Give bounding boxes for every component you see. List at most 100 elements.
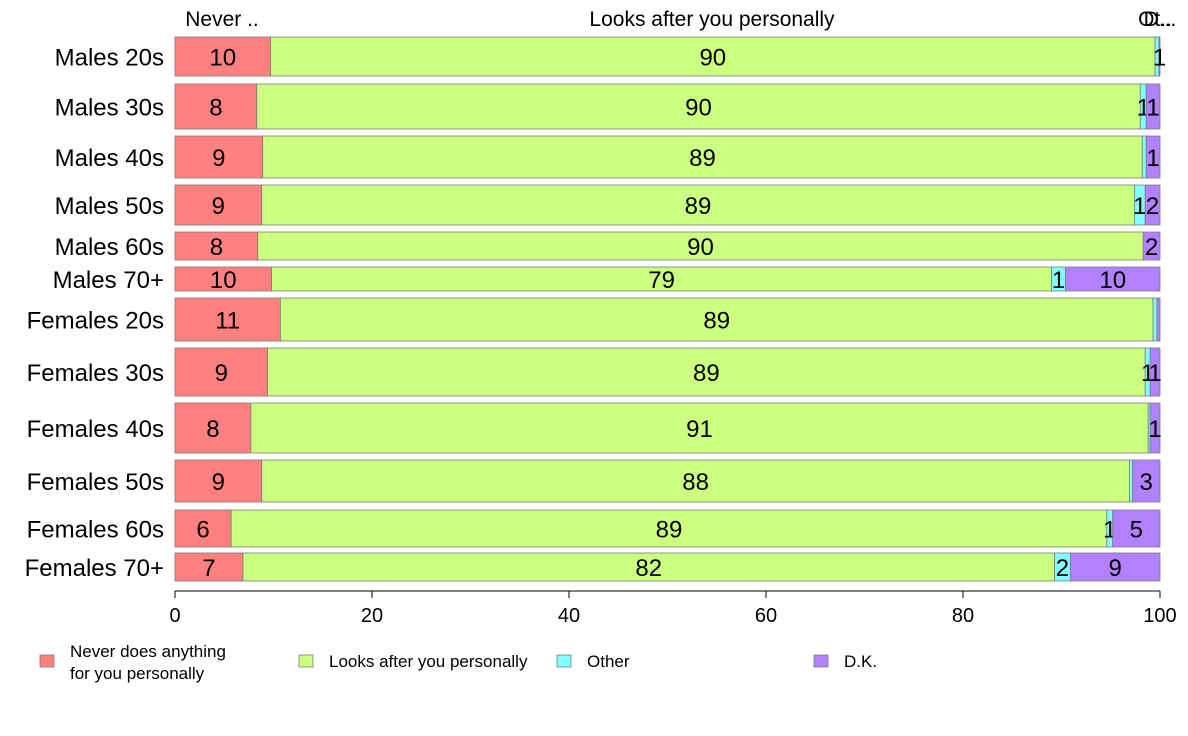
data-label: 9 bbox=[1109, 555, 1122, 582]
x-tick-label: 0 bbox=[169, 605, 180, 627]
data-label: 10 bbox=[1099, 267, 1126, 294]
category-label: Females 70+ bbox=[25, 555, 164, 582]
data-label: 1 bbox=[1133, 193, 1146, 220]
bar-segment bbox=[271, 266, 1053, 292]
bar-segment bbox=[174, 135, 264, 179]
category-label: Males 60s bbox=[55, 234, 164, 261]
bar-segment bbox=[1145, 135, 1161, 179]
data-label: 82 bbox=[635, 555, 662, 582]
data-label: 10 bbox=[210, 267, 237, 294]
legend-swatch bbox=[298, 654, 314, 668]
data-label: 1 bbox=[1148, 360, 1161, 387]
top-label-never: Never .. bbox=[185, 8, 259, 31]
legend-swatch bbox=[813, 654, 829, 668]
bar-segment bbox=[174, 231, 259, 261]
top-label-other: Ot.. bbox=[1138, 8, 1172, 31]
data-label: 89 bbox=[656, 517, 683, 544]
bar-segment bbox=[174, 297, 281, 342]
bar-segment bbox=[174, 402, 252, 454]
data-label: 11 bbox=[215, 308, 240, 335]
bar-segment bbox=[1069, 552, 1161, 582]
data-label: 1 bbox=[1146, 145, 1159, 172]
legend-swatch bbox=[39, 654, 55, 668]
data-label: 8 bbox=[209, 95, 222, 122]
bar-segment bbox=[1144, 184, 1161, 226]
bar-segment bbox=[270, 36, 1156, 77]
data-label: 89 bbox=[689, 145, 716, 172]
category-label: Males 70+ bbox=[53, 267, 164, 294]
bar-segment bbox=[242, 552, 1056, 582]
legend: Never does anything for you personally Loo… bbox=[39, 642, 877, 683]
x-tick-label: 20 bbox=[361, 605, 383, 627]
data-label: 2 bbox=[1145, 234, 1158, 261]
bar-segment bbox=[1158, 36, 1161, 77]
top-labels: Never .. Looks after you personally Ot..… bbox=[185, 8, 1176, 31]
bar-segment bbox=[230, 509, 1108, 548]
data-label: 9 bbox=[215, 360, 228, 387]
data-label: 88 bbox=[682, 469, 709, 496]
bar-segment bbox=[1132, 459, 1161, 503]
data-label: 9 bbox=[212, 193, 225, 220]
data-label: 1 bbox=[1153, 45, 1166, 72]
data-label: 89 bbox=[693, 360, 720, 387]
top-label-looks-after: Looks after you personally bbox=[589, 8, 835, 31]
data-label: 2 bbox=[1056, 555, 1069, 582]
category-label: Females 60s bbox=[27, 517, 164, 544]
top-label-dk: D... bbox=[1144, 8, 1177, 31]
x-tick-label: 80 bbox=[952, 605, 974, 627]
data-label: 79 bbox=[648, 267, 675, 294]
data-label: 7 bbox=[202, 555, 215, 582]
bar-segment bbox=[1152, 297, 1158, 342]
bar-segment bbox=[279, 297, 1154, 342]
category-label: Males 50s bbox=[55, 193, 164, 220]
data-label: 89 bbox=[685, 193, 712, 220]
category-label: Females 20s bbox=[27, 308, 164, 335]
bar-segment bbox=[1129, 459, 1133, 503]
x-axis: 0 20 40 60 80 100 bbox=[169, 590, 1177, 627]
bar-segment bbox=[261, 184, 1135, 226]
bar-segment bbox=[1149, 402, 1161, 454]
bar-segment bbox=[1145, 83, 1161, 130]
data-label: 91 bbox=[686, 416, 713, 443]
bar-segment bbox=[1156, 297, 1161, 342]
data-label: 1 bbox=[1146, 95, 1159, 122]
legend-label: Other bbox=[587, 652, 630, 671]
bar-segment bbox=[174, 83, 258, 130]
data-label: 2 bbox=[1146, 193, 1159, 220]
x-tick-label: 40 bbox=[558, 605, 580, 627]
x-tick-label: 60 bbox=[755, 605, 777, 627]
data-label: 89 bbox=[703, 308, 730, 335]
data-label: 9 bbox=[212, 145, 225, 172]
bar-segment bbox=[1142, 231, 1161, 261]
bar-segment bbox=[174, 459, 263, 503]
data-label: 1 bbox=[1052, 267, 1065, 294]
category-label: Males 40s bbox=[55, 145, 164, 172]
data-label: 90 bbox=[685, 95, 712, 122]
data-label: 5 bbox=[1130, 517, 1143, 544]
bar-segment bbox=[1065, 266, 1161, 292]
legend-label: D.K. bbox=[844, 652, 877, 671]
category-label: Females 50s bbox=[27, 469, 164, 496]
category-label: Females 40s bbox=[27, 416, 164, 443]
data-label: 90 bbox=[699, 45, 726, 72]
bar-segment bbox=[174, 266, 272, 292]
bar-segment bbox=[174, 347, 268, 397]
bar-segment bbox=[250, 402, 1149, 454]
category-label: Males 20s bbox=[55, 45, 164, 72]
bar-segment bbox=[267, 347, 1146, 397]
category-label: Males 30s bbox=[55, 95, 164, 122]
bar-segment bbox=[257, 231, 1144, 261]
bar-segment bbox=[1149, 347, 1161, 397]
data-label: 10 bbox=[209, 45, 236, 72]
legend-label: Looks after you personally bbox=[329, 652, 528, 671]
data-label: 3 bbox=[1140, 469, 1153, 496]
bar-segment bbox=[256, 83, 1141, 130]
legend-label: Never does anything for you personally bbox=[70, 642, 226, 683]
data-label: 8 bbox=[206, 416, 219, 443]
data-label: 90 bbox=[687, 234, 714, 261]
bar-segment bbox=[174, 184, 263, 226]
data-label: 6 bbox=[196, 517, 209, 544]
data-label: 8 bbox=[210, 234, 223, 261]
